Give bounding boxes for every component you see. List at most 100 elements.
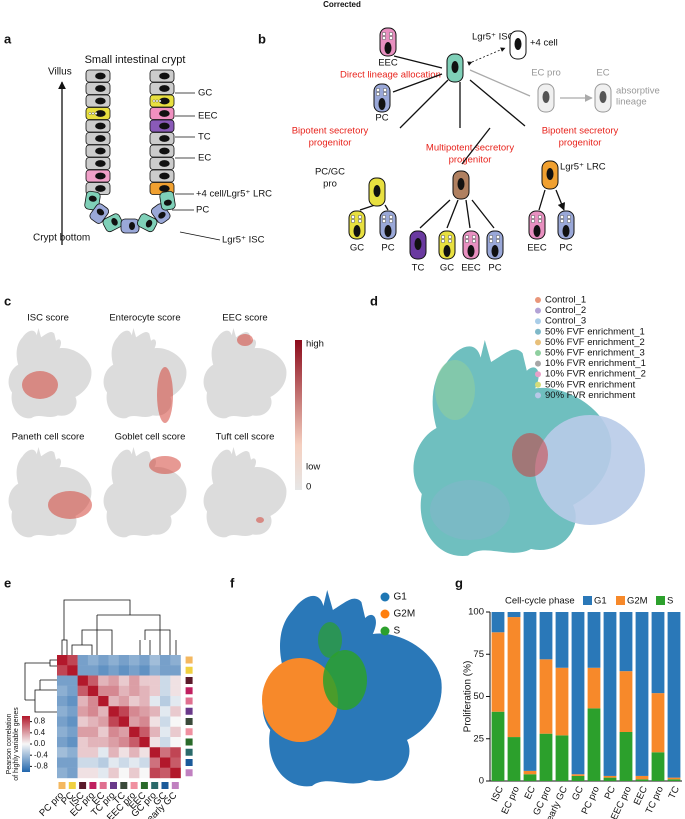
cell-label: Lgr5⁺ ISC (222, 235, 265, 246)
nucleus (129, 222, 135, 230)
bar-segment (668, 779, 681, 781)
nucleus (159, 185, 170, 192)
heatmap-cell (150, 717, 161, 727)
lineage-cell (558, 211, 574, 239)
granule (382, 215, 386, 219)
heatmap-cell (119, 717, 130, 727)
heatmap-cell (160, 768, 171, 778)
heatmap-cell (67, 686, 78, 696)
heatmap-cell (109, 758, 120, 768)
crypt-cell (150, 133, 174, 145)
crypt-cell (86, 133, 110, 145)
node-label: EEC (378, 58, 398, 69)
row-dendrogram (25, 660, 57, 712)
crypt-cell (150, 70, 174, 82)
heatmap-cell (109, 676, 120, 686)
heatmap-cell (78, 727, 89, 737)
heatmap-cell (109, 737, 120, 747)
legend-swatch (535, 308, 541, 314)
panel-e: PC proPCISCEC proECTC proTCEEC proEECGC … (6, 600, 193, 819)
panel-title: Small intestinal crypt (85, 54, 186, 66)
heatmap-cell (57, 768, 68, 778)
legend-label: G1 (394, 592, 408, 603)
heatmap-cell (78, 696, 89, 706)
heatmap-cell (109, 717, 120, 727)
bar-segment (572, 774, 585, 776)
legend-label: 10% FVR enrichment_1 (545, 358, 646, 369)
heatmap-cell (78, 655, 89, 665)
granule (496, 239, 500, 243)
y-tick-label: 75 (473, 649, 484, 660)
heatmap-cell (170, 747, 181, 757)
granule (156, 100, 158, 102)
heatmap-cell (150, 655, 161, 665)
heatmap-cell (150, 747, 161, 757)
score-patch (22, 371, 58, 399)
nucleus (547, 168, 554, 180)
nucleus (95, 148, 106, 155)
x-tick-label: EC (522, 785, 538, 802)
bar-segment (572, 776, 585, 781)
granule (376, 92, 380, 96)
legend-swatch (656, 596, 665, 605)
heatmap-cell (139, 737, 150, 747)
heatmap-cell (160, 686, 171, 696)
axis-label: Crypt bottom (33, 233, 90, 244)
heatmap-cell (88, 696, 99, 706)
legend-swatch (535, 361, 541, 367)
heatmap-cell (139, 727, 150, 737)
heatmap-cell (150, 696, 161, 706)
heatmap-cell (98, 758, 109, 768)
heatmap-cell (109, 655, 120, 665)
granule (567, 219, 571, 223)
node-label: PC (381, 243, 394, 254)
heatmap-cell (139, 768, 150, 778)
heatmap-cell (129, 727, 140, 737)
heatmap-cell (88, 768, 99, 778)
heatmap-cell (129, 706, 140, 716)
arrow-dotted (472, 48, 505, 62)
nucleus (444, 245, 451, 257)
lineage-cell (410, 231, 426, 259)
category-swatch (186, 698, 193, 705)
bar-segment (588, 708, 601, 781)
heatmap-cell (150, 768, 161, 778)
granule (358, 219, 362, 223)
nucleus (95, 98, 106, 105)
heatmap-cell (129, 676, 140, 686)
score-patch (157, 367, 173, 423)
node-label: PC (375, 113, 388, 124)
nucleus (492, 245, 499, 257)
crypt-cell (159, 191, 176, 211)
legend-swatch (535, 350, 541, 356)
heatmap-cell (119, 737, 130, 747)
heatmap-cell (57, 737, 68, 747)
heatmap-cell (57, 686, 68, 696)
heatmap-cell (109, 665, 120, 675)
granule (489, 235, 493, 239)
heatmap-cell (170, 758, 181, 768)
heatmap-cell (119, 665, 130, 675)
granule (389, 219, 393, 223)
heatmap-cell (119, 727, 130, 737)
crypt-cell (86, 95, 110, 107)
nucleus (159, 73, 170, 80)
crypt-cell (121, 219, 139, 233)
heatmap-cell (98, 706, 109, 716)
annotation: Bipotent secretory (292, 126, 369, 137)
heatmap-cell (109, 686, 120, 696)
panel-label: e (4, 575, 11, 590)
crypt-cell (86, 70, 110, 82)
nucleus (95, 135, 106, 142)
nucleus (159, 110, 170, 117)
lineage-cell (542, 161, 558, 189)
bar-segment (668, 778, 681, 780)
legend-swatch (381, 610, 390, 619)
heatmap-cell (57, 758, 68, 768)
heatmap-cell (160, 655, 171, 665)
legend-label: S (394, 626, 401, 637)
annotation: Bipotent secretory (542, 126, 619, 137)
panel-label: b (258, 31, 266, 46)
heatmap-cell (109, 696, 120, 706)
heatmap-cell (67, 747, 78, 757)
